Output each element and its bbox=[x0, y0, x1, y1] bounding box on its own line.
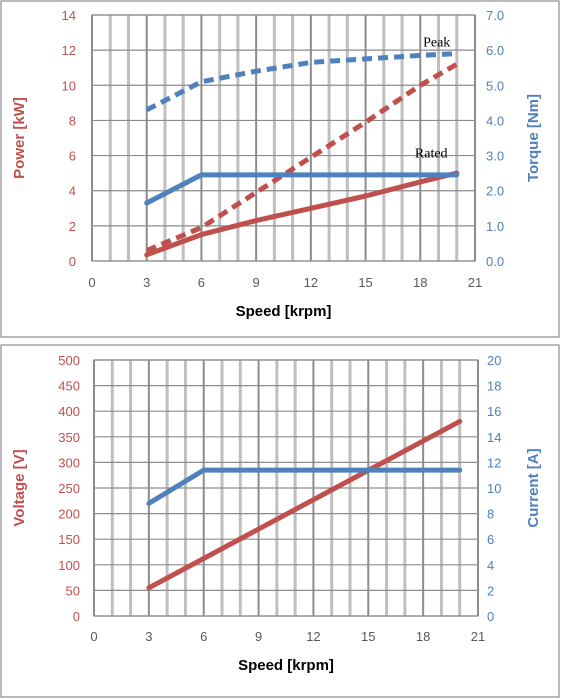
y-right-tick-label: 8 bbox=[487, 507, 494, 522]
y-left-tick-label: 350 bbox=[58, 430, 80, 445]
x-tick-label: 21 bbox=[471, 629, 485, 644]
y-left-tick-label: 450 bbox=[58, 379, 80, 394]
y-left-tick-label: 150 bbox=[58, 532, 80, 547]
y-left-tick-label: 400 bbox=[58, 404, 80, 419]
y-left-tick-label: 14 bbox=[62, 8, 76, 23]
x-axis-title: Speed [krpm] bbox=[236, 303, 332, 320]
annotation-peak: Peak bbox=[423, 36, 450, 51]
series-line-2 bbox=[146, 467, 463, 506]
chart-1: 0 3 6 9 12 15 18 21 0 2 4 6 8 10 12 14 0.0 1.0 2.0 3.0 4.0 5.… bbox=[0, 0, 560, 338]
y-right-tick-label: 2.0 bbox=[486, 184, 504, 199]
x-tick-label: 15 bbox=[361, 629, 375, 644]
chart-frame bbox=[0, 344, 560, 698]
annotation-rated: Rated bbox=[415, 146, 448, 161]
y-left-tick-label: 0 bbox=[69, 254, 76, 269]
series-line-1 bbox=[146, 418, 463, 591]
y-left-tick-label: 100 bbox=[58, 558, 80, 573]
x-tick-label: 9 bbox=[255, 629, 262, 644]
series-line-1 bbox=[145, 62, 459, 253]
x-tick-label: 0 bbox=[90, 629, 97, 644]
y-left-tick-label: 500 bbox=[58, 353, 80, 368]
y-left-tick-label: 200 bbox=[58, 507, 80, 522]
x-tick-label: 18 bbox=[416, 629, 430, 644]
plot-border bbox=[93, 359, 479, 617]
y-right-tick-label: 1.0 bbox=[486, 219, 504, 234]
y-right-tick-label: 10 bbox=[487, 481, 501, 496]
x-tick-label: 12 bbox=[304, 275, 318, 290]
y-left-tick-label: 0 bbox=[73, 609, 80, 624]
y-right-tick-label: 6.0 bbox=[486, 43, 504, 58]
x-tick-label: 21 bbox=[468, 275, 482, 290]
y-right-tick-label: 4 bbox=[487, 558, 494, 573]
y-left-tick-label: 10 bbox=[62, 78, 76, 93]
x-tick-label: 6 bbox=[198, 275, 205, 290]
y-left-axis-title: Power [kW] bbox=[11, 97, 28, 179]
y-left-tick-label: 12 bbox=[62, 43, 76, 58]
x-tick-label: 3 bbox=[143, 275, 150, 290]
y-left-tick-label: 4 bbox=[69, 184, 76, 199]
y-right-tick-label: 0.0 bbox=[486, 254, 504, 269]
y-right-tick-label: 14 bbox=[487, 430, 501, 445]
series-line-4 bbox=[144, 172, 460, 206]
y-right-tick-label: 2 bbox=[487, 583, 494, 598]
y-right-axis-title: Current [A] bbox=[525, 448, 542, 527]
x-axis-title: Speed [krpm] bbox=[238, 657, 334, 674]
y-left-axis-title: Voltage [V] bbox=[11, 449, 28, 526]
y-right-tick-label: 4.0 bbox=[486, 113, 504, 128]
y-right-tick-label: 12 bbox=[487, 455, 501, 470]
y-right-tick-label: 16 bbox=[487, 404, 501, 419]
plot-border bbox=[91, 14, 476, 262]
chart-frame bbox=[0, 0, 560, 338]
y-right-tick-label: 5.0 bbox=[486, 78, 504, 93]
y-left-tick-label: 2 bbox=[69, 219, 76, 234]
y-left-tick-label: 300 bbox=[58, 455, 80, 470]
y-left-tick-label: 8 bbox=[69, 113, 76, 128]
x-tick-label: 6 bbox=[200, 629, 207, 644]
y-right-tick-label: 7.0 bbox=[486, 8, 504, 23]
x-tick-label: 15 bbox=[358, 275, 372, 290]
x-tick-label: 12 bbox=[306, 629, 320, 644]
y-left-tick-label: 6 bbox=[69, 149, 76, 164]
y-right-tick-label: 6 bbox=[487, 532, 494, 547]
y-right-axis-title: Torque [Nm] bbox=[525, 94, 542, 182]
x-tick-label: 3 bbox=[145, 629, 152, 644]
x-tick-label: 9 bbox=[253, 275, 260, 290]
x-tick-label: 0 bbox=[88, 275, 95, 290]
chart-2: 0 3 6 9 12 15 18 210501001502002503003504004505… bbox=[0, 344, 560, 698]
grid bbox=[91, 14, 476, 262]
y-right-tick-label: 0 bbox=[487, 609, 494, 624]
grid bbox=[93, 359, 479, 617]
y-left-tick-label: 50 bbox=[66, 583, 80, 598]
series-line-2 bbox=[144, 170, 460, 258]
y-right-tick-label: 18 bbox=[487, 379, 501, 394]
y-right-tick-label: 20 bbox=[487, 353, 501, 368]
y-left-tick-label: 250 bbox=[58, 481, 80, 496]
y-right-tick-label: 3.0 bbox=[486, 149, 504, 164]
x-tick-label: 18 bbox=[413, 275, 427, 290]
